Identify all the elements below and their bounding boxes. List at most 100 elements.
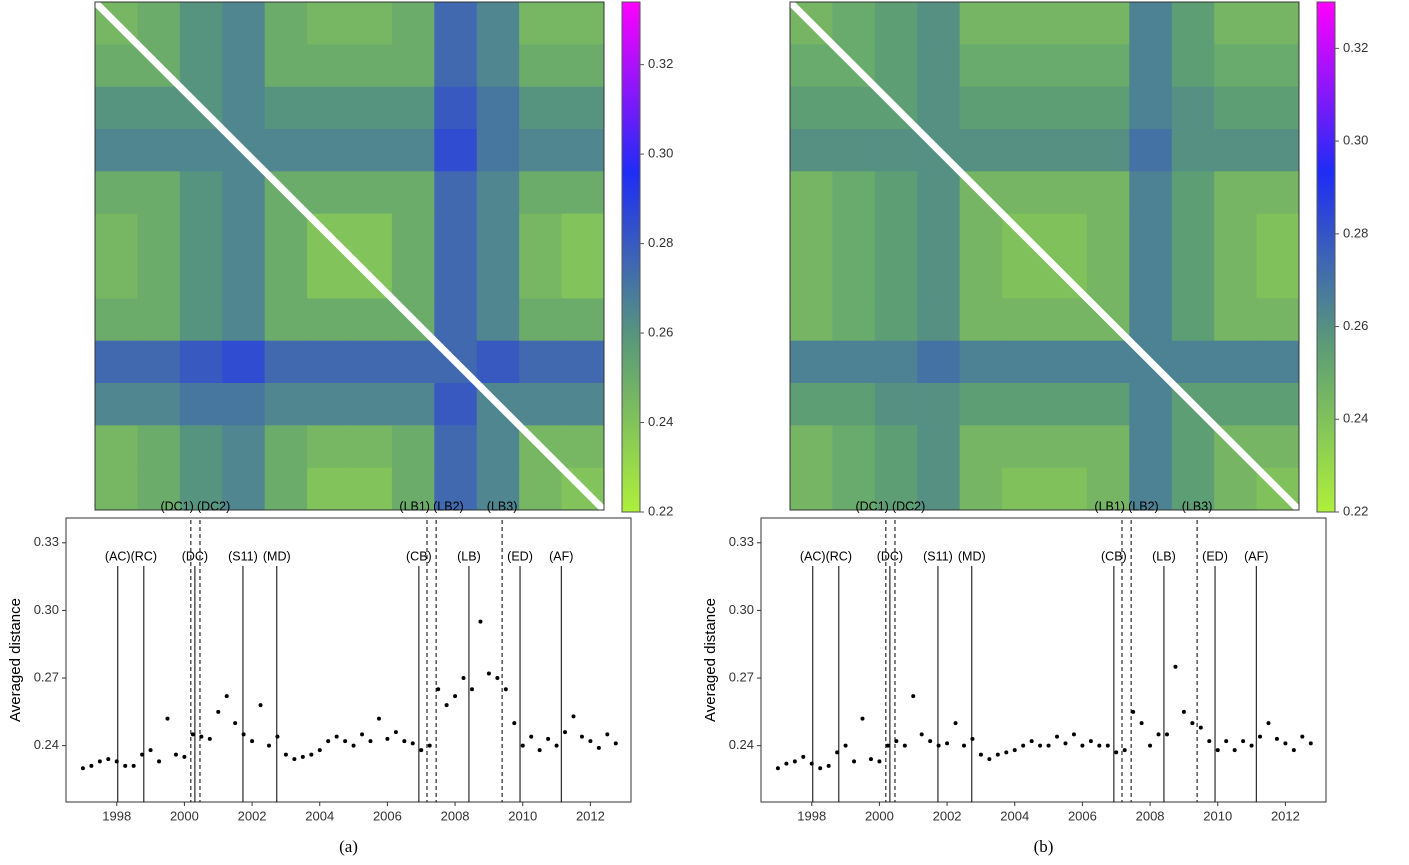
- heatmap-cell: [519, 256, 563, 299]
- plot-frame: [65, 517, 632, 803]
- heatmap-cell: [1002, 44, 1045, 88]
- heatmap-cell: [95, 44, 138, 88]
- heatmap-cell: [264, 86, 308, 130]
- data-point: [317, 748, 322, 753]
- data-point: [818, 766, 823, 771]
- data-point: [1308, 741, 1313, 746]
- data-point: [1097, 743, 1102, 748]
- data-point: [207, 736, 212, 741]
- heatmap-cell: [95, 340, 138, 384]
- data-point: [173, 752, 178, 757]
- colorbar-tick-label: 0.30: [1343, 133, 1368, 148]
- colorbar-tick-label: 0.32: [1343, 40, 1368, 55]
- heatmap-cell: [1129, 129, 1173, 172]
- heatmap-cell: [917, 467, 961, 511]
- heatmap-cell: [349, 129, 393, 172]
- x-tick-label: 2008: [1136, 808, 1165, 823]
- heatmap-cell: [476, 256, 520, 299]
- data-point: [945, 741, 950, 746]
- heatmap-cell: [832, 467, 876, 511]
- data-point: [1291, 748, 1296, 753]
- heatmap-cell: [1171, 340, 1215, 384]
- event-label: (CB): [1101, 549, 1127, 563]
- data-point: [529, 734, 534, 739]
- data-point: [512, 721, 517, 726]
- heatmap-cell: [832, 340, 876, 384]
- heatmap-cell: [1129, 86, 1173, 130]
- heatmap-cell: [1256, 171, 1300, 215]
- heatmap-cell: [307, 44, 350, 88]
- data-point: [1173, 664, 1178, 669]
- heatmap-cell: [307, 171, 350, 215]
- heatmap-cell: [222, 467, 266, 511]
- data-point: [148, 748, 153, 753]
- heatmap-cell: [790, 86, 833, 130]
- heatmap-cell: [137, 2, 181, 45]
- heatmap-cell: [561, 256, 605, 299]
- data-point: [520, 743, 525, 748]
- heatmap-cell: [959, 44, 1003, 88]
- heatmap-cell: [391, 2, 435, 45]
- heatmap-cell: [1214, 2, 1258, 45]
- heatmap-cell: [434, 44, 478, 88]
- event-label: (MD): [958, 549, 986, 563]
- data-point: [1046, 743, 1051, 748]
- data-point: [351, 743, 356, 748]
- heatmap-cell: [519, 298, 563, 342]
- data-point: [961, 743, 966, 748]
- y-axis-label: Averaged distance: [7, 598, 24, 722]
- heatmap-cell: [1044, 171, 1088, 215]
- heatmap-cell: [917, 213, 961, 257]
- heatmap-cell: [222, 298, 266, 342]
- heatmap-cell: [874, 340, 918, 384]
- data-point: [495, 676, 500, 681]
- heatmap-cell: [917, 86, 961, 130]
- heatmap-cell: [917, 298, 961, 342]
- data-point: [1164, 732, 1169, 737]
- data-point: [1021, 743, 1026, 748]
- y-tick-label: 0.33: [729, 534, 754, 549]
- heatmap-cell: [264, 340, 308, 384]
- event-label: (MD): [263, 549, 291, 563]
- data-point: [1181, 709, 1186, 714]
- heatmap-cell: [519, 213, 563, 257]
- y-tick-label: 0.27: [34, 669, 59, 684]
- data-point: [123, 763, 128, 768]
- heatmap-cell: [1129, 213, 1173, 257]
- diagonal: [787, 0, 1302, 513]
- heatmap-cell: [1044, 340, 1088, 384]
- data-point: [1283, 741, 1288, 746]
- y-tick-label: 0.27: [729, 669, 754, 684]
- y-tick-label: 0.24: [34, 737, 59, 752]
- heatmap-cell: [476, 2, 520, 45]
- heatmap-cell: [434, 86, 478, 130]
- heatmap-cell: [561, 340, 605, 384]
- data-point: [911, 694, 916, 699]
- heatmap-cell: [1086, 340, 1130, 384]
- heatmap-cell: [222, 171, 266, 215]
- data-point: [546, 736, 551, 741]
- heatmap-cell: [95, 425, 138, 469]
- data-point: [1156, 732, 1161, 737]
- heatmap-cell: [307, 340, 350, 384]
- heatmap-cell: [832, 256, 876, 299]
- heatmap-cell: [349, 425, 393, 469]
- heatmap-cell: [264, 383, 308, 426]
- heatmap-cell: [179, 213, 223, 257]
- event-label: (DC): [182, 549, 208, 563]
- heatmap-cell: [391, 467, 435, 511]
- heatmap-cell: [519, 383, 563, 426]
- event-label: (LB1): [1094, 499, 1125, 513]
- heatmap-cell: [137, 86, 181, 130]
- x-tick-label: 2004: [1000, 808, 1029, 823]
- heatmap-cell: [95, 467, 138, 511]
- event-label: (RC): [131, 549, 157, 563]
- event-label: (DC1): [160, 499, 193, 513]
- data-point: [199, 734, 204, 739]
- data-point: [596, 745, 601, 750]
- heatmap-cell: [137, 256, 181, 299]
- heatmap-cell: [264, 425, 308, 469]
- heatmap-cell: [1256, 298, 1300, 342]
- heatmap-cell: [1171, 467, 1215, 511]
- data-point: [775, 766, 780, 771]
